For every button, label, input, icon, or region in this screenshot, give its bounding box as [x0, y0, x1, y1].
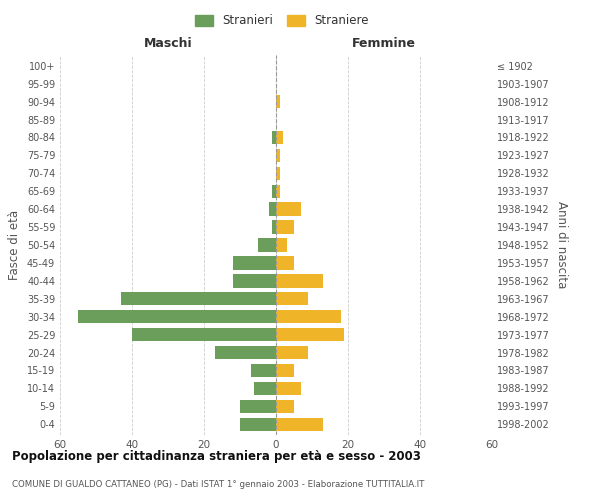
Text: Popolazione per cittadinanza straniera per età e sesso - 2003: Popolazione per cittadinanza straniera p… [12, 450, 421, 463]
Bar [276, 310, 341, 324]
Bar [276, 238, 287, 252]
Bar [276, 148, 280, 162]
Bar [276, 400, 294, 413]
Bar [272, 184, 276, 198]
Bar [233, 274, 276, 287]
Bar [132, 328, 276, 342]
Bar [258, 238, 276, 252]
Bar [254, 382, 276, 395]
Bar [276, 364, 294, 377]
Text: Femmine: Femmine [352, 36, 416, 50]
Bar [240, 400, 276, 413]
Bar [251, 364, 276, 377]
Bar [276, 95, 280, 108]
Bar [276, 292, 308, 306]
Bar [269, 202, 276, 216]
Bar [240, 418, 276, 431]
Bar [276, 274, 323, 287]
Bar [121, 292, 276, 306]
Y-axis label: Anni di nascita: Anni di nascita [555, 202, 568, 288]
Y-axis label: Fasce di età: Fasce di età [8, 210, 21, 280]
Bar [272, 220, 276, 234]
Bar [276, 256, 294, 270]
Bar [78, 310, 276, 324]
Bar [276, 220, 294, 234]
Bar [276, 166, 280, 180]
Bar [276, 184, 280, 198]
Bar [276, 382, 301, 395]
Bar [272, 130, 276, 144]
Text: Maschi: Maschi [143, 36, 193, 50]
Bar [233, 256, 276, 270]
Legend: Stranieri, Straniere: Stranieri, Straniere [191, 11, 373, 31]
Bar [276, 328, 344, 342]
Bar [276, 418, 323, 431]
Bar [276, 346, 308, 360]
Bar [215, 346, 276, 360]
Text: COMUNE DI GUALDO CATTANEO (PG) - Dati ISTAT 1° gennaio 2003 - Elaborazione TUTTI: COMUNE DI GUALDO CATTANEO (PG) - Dati IS… [12, 480, 424, 489]
Bar [276, 130, 283, 144]
Bar [276, 202, 301, 216]
